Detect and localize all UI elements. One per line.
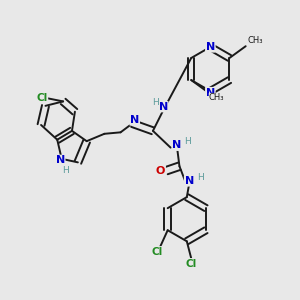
Text: CH₃: CH₃ <box>209 93 224 102</box>
Text: N: N <box>56 155 65 165</box>
Text: H: H <box>152 98 158 107</box>
Text: N: N <box>184 176 194 186</box>
Text: Cl: Cl <box>36 93 48 103</box>
Text: H: H <box>184 137 191 146</box>
Text: N: N <box>172 140 182 150</box>
Text: N: N <box>130 115 139 125</box>
Text: H: H <box>62 166 69 175</box>
Text: O: O <box>156 166 165 176</box>
Text: Cl: Cl <box>186 259 197 269</box>
Text: CH₃: CH₃ <box>247 36 263 45</box>
Text: H: H <box>197 173 204 182</box>
Text: N: N <box>206 42 215 52</box>
Text: N: N <box>206 88 215 98</box>
Text: N: N <box>159 102 168 112</box>
Text: Cl: Cl <box>152 247 163 257</box>
